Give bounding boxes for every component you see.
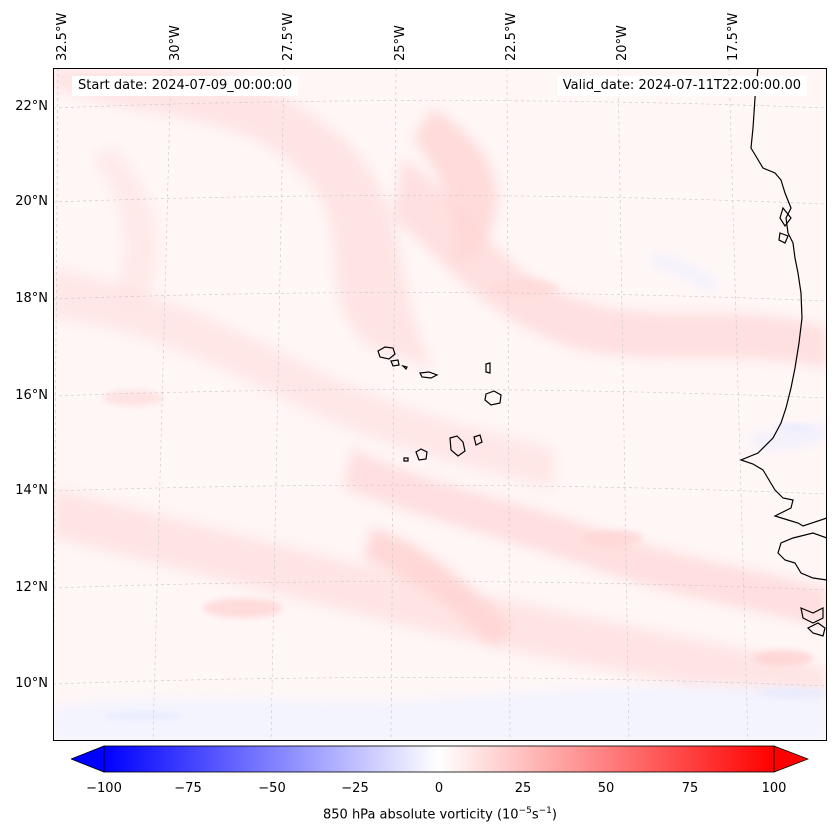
coastline-africa bbox=[777, 532, 827, 581]
vorticity-band-blue bbox=[751, 423, 827, 448]
vorticity-band-pink bbox=[393, 158, 827, 368]
colorbar-label-exp1: −5 bbox=[518, 806, 532, 816]
lat-label-16n: 16°N bbox=[15, 388, 48, 403]
coastline-islet bbox=[806, 622, 826, 637]
vorticity-spot bbox=[773, 423, 813, 433]
vorticity-detail bbox=[103, 279, 827, 721]
island bbox=[401, 364, 408, 371]
gridline-lon bbox=[506, 68, 511, 741]
gridline-lon bbox=[390, 68, 397, 741]
island bbox=[377, 346, 396, 360]
map-frame bbox=[53, 68, 827, 741]
gridline-lat bbox=[53, 389, 827, 399]
vorticity-spot bbox=[488, 279, 558, 297]
island bbox=[484, 390, 502, 406]
vorticity-spot bbox=[757, 688, 827, 698]
vorticity-map bbox=[53, 68, 827, 741]
lon-label-32-5w: 32.5°W bbox=[55, 12, 70, 61]
lon-label-27-5w: 27.5°W bbox=[281, 12, 296, 61]
lat-label-18n: 18°N bbox=[15, 291, 48, 306]
colorbar-tick: −25 bbox=[341, 781, 369, 796]
gridline-lat bbox=[53, 195, 827, 205]
colorbar-label: 850 hPa absolute vorticity (10−5s−1) bbox=[0, 806, 837, 822]
vorticity-spot bbox=[103, 390, 163, 406]
valid-date-label: Valid_date: 2024-07-11T22:00:00.00 bbox=[556, 76, 807, 96]
gridline-lon bbox=[617, 68, 630, 741]
coastline-islet bbox=[779, 206, 792, 228]
colorbar-extend-min bbox=[71, 745, 105, 773]
island bbox=[415, 448, 428, 461]
coastline-islet bbox=[778, 232, 789, 244]
island bbox=[449, 435, 466, 457]
colorbar-tick: −100 bbox=[86, 781, 122, 796]
colorbar bbox=[71, 745, 809, 773]
island bbox=[419, 371, 439, 379]
lat-label-14n: 14°N bbox=[15, 483, 48, 498]
vorticity-spot bbox=[103, 711, 183, 721]
colorbar-label-prefix: 850 hPa absolute vorticity (10 bbox=[323, 807, 519, 823]
island bbox=[390, 359, 400, 367]
lon-label-20w: 20°W bbox=[615, 25, 630, 61]
lon-label-30w: 30°W bbox=[168, 25, 183, 61]
gridline-lon bbox=[152, 68, 172, 741]
colorbar-tick: −75 bbox=[174, 781, 202, 796]
lat-label-20n: 20°N bbox=[15, 194, 48, 209]
island bbox=[473, 434, 483, 446]
gridline-lat bbox=[53, 292, 827, 302]
lat-label-10n: 10°N bbox=[15, 676, 48, 691]
island bbox=[485, 362, 491, 374]
colorbar-tick: 25 bbox=[514, 781, 532, 796]
lon-label-25w: 25°W bbox=[393, 25, 408, 61]
coastline bbox=[739, 68, 827, 637]
lon-label-22-5w: 22.5°W bbox=[504, 12, 519, 61]
colorbar-tick: 50 bbox=[597, 781, 615, 796]
gridline-lat bbox=[53, 484, 827, 495]
lat-label-12n: 12°N bbox=[15, 580, 48, 595]
vorticity-band-blue bbox=[651, 253, 717, 292]
colorbar-tick: 100 bbox=[761, 781, 787, 796]
colorbar-label-mid: s bbox=[531, 807, 539, 823]
gridlines bbox=[53, 68, 827, 741]
gridline-lat bbox=[53, 100, 827, 109]
cape-verde-islands bbox=[377, 346, 502, 462]
vorticity-spot bbox=[203, 598, 283, 618]
vorticity-band-blue bbox=[53, 685, 827, 741]
colorbar-label-suffix: ) bbox=[551, 807, 557, 823]
lat-label-22n: 22°N bbox=[15, 99, 48, 114]
colorbar-tick: −50 bbox=[258, 781, 286, 796]
vorticity-band-pink bbox=[53, 68, 433, 368]
colorbar-fill bbox=[103, 745, 775, 773]
vorticity-spot bbox=[583, 530, 643, 546]
vorticity-band-pink bbox=[53, 268, 553, 488]
start-date-label: Start date: 2024-07-09_00:00:00 bbox=[72, 76, 299, 96]
lon-label-17-5w: 17.5°W bbox=[726, 12, 741, 61]
gridline-lat bbox=[53, 581, 827, 591]
gridline-lat bbox=[53, 677, 827, 687]
vorticity-band-pink bbox=[413, 108, 497, 268]
coastline-africa bbox=[739, 68, 827, 527]
vorticity-band-pink bbox=[363, 528, 513, 648]
island bbox=[403, 457, 409, 462]
colorbar-extend-max bbox=[773, 745, 809, 773]
colorbar-tick: 75 bbox=[681, 781, 699, 796]
gridline-lon bbox=[728, 68, 749, 741]
coastline-islet bbox=[800, 607, 824, 624]
vorticity-spot bbox=[753, 650, 813, 666]
colorbar-label-exp2: −1 bbox=[538, 806, 552, 816]
gridline-lon bbox=[270, 68, 285, 741]
colorbar-tick: 0 bbox=[434, 781, 444, 796]
vorticity-band-pink bbox=[93, 148, 158, 308]
